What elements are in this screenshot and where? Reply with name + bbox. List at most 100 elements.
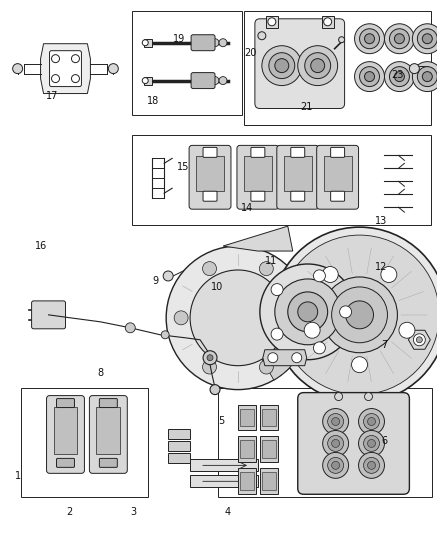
Circle shape bbox=[355, 24, 385, 54]
Circle shape bbox=[314, 342, 325, 354]
Bar bbox=[262, 409, 276, 426]
Bar bbox=[238, 469, 256, 494]
Circle shape bbox=[298, 46, 338, 86]
Circle shape bbox=[268, 353, 278, 362]
Circle shape bbox=[203, 351, 217, 365]
Circle shape bbox=[328, 457, 343, 473]
Circle shape bbox=[190, 270, 286, 366]
Bar bbox=[144, 77, 152, 85]
Circle shape bbox=[364, 435, 379, 451]
FancyBboxPatch shape bbox=[57, 458, 74, 467]
Text: 8: 8 bbox=[97, 368, 103, 378]
Text: 1: 1 bbox=[15, 471, 21, 481]
Circle shape bbox=[385, 24, 414, 54]
Circle shape bbox=[346, 301, 374, 329]
Bar bbox=[168, 454, 190, 463]
FancyBboxPatch shape bbox=[89, 395, 127, 473]
Circle shape bbox=[339, 306, 352, 318]
FancyBboxPatch shape bbox=[203, 148, 217, 157]
Circle shape bbox=[142, 40, 148, 46]
FancyBboxPatch shape bbox=[46, 395, 85, 473]
Circle shape bbox=[359, 409, 385, 434]
FancyBboxPatch shape bbox=[191, 72, 215, 88]
Circle shape bbox=[413, 24, 438, 54]
Circle shape bbox=[71, 55, 79, 63]
Circle shape bbox=[367, 462, 375, 470]
Circle shape bbox=[417, 337, 422, 343]
Circle shape bbox=[395, 71, 404, 82]
FancyBboxPatch shape bbox=[317, 146, 359, 209]
Circle shape bbox=[385, 62, 414, 92]
Bar bbox=[244, 156, 272, 191]
Bar bbox=[132, 135, 431, 225]
Text: 2: 2 bbox=[67, 507, 73, 517]
Circle shape bbox=[288, 292, 328, 332]
Circle shape bbox=[381, 266, 397, 282]
Text: 17: 17 bbox=[46, 92, 58, 101]
Circle shape bbox=[272, 227, 438, 402]
Circle shape bbox=[288, 311, 302, 325]
Circle shape bbox=[269, 53, 295, 78]
Text: 10: 10 bbox=[211, 281, 223, 292]
Wedge shape bbox=[262, 282, 310, 380]
Circle shape bbox=[395, 34, 404, 44]
Circle shape bbox=[219, 39, 227, 47]
Bar bbox=[321, 16, 334, 28]
Text: 15: 15 bbox=[177, 161, 189, 172]
Circle shape bbox=[166, 246, 310, 390]
Bar bbox=[260, 437, 278, 462]
Bar bbox=[324, 156, 352, 191]
Circle shape bbox=[364, 71, 374, 82]
Circle shape bbox=[13, 63, 23, 74]
FancyBboxPatch shape bbox=[99, 458, 117, 467]
Circle shape bbox=[359, 431, 385, 456]
FancyBboxPatch shape bbox=[251, 191, 265, 201]
Bar bbox=[238, 437, 256, 462]
FancyBboxPatch shape bbox=[99, 399, 117, 408]
Text: 19: 19 bbox=[173, 34, 185, 44]
Bar bbox=[238, 405, 256, 431]
Circle shape bbox=[195, 39, 203, 47]
FancyBboxPatch shape bbox=[203, 191, 217, 201]
Bar bbox=[262, 472, 276, 490]
Text: 11: 11 bbox=[265, 256, 278, 266]
Circle shape bbox=[339, 37, 345, 43]
Circle shape bbox=[364, 414, 379, 430]
Polygon shape bbox=[408, 330, 430, 349]
FancyBboxPatch shape bbox=[291, 191, 305, 201]
Circle shape bbox=[262, 46, 302, 86]
Circle shape bbox=[311, 59, 325, 72]
Circle shape bbox=[359, 453, 385, 478]
Circle shape bbox=[271, 328, 283, 340]
Circle shape bbox=[259, 262, 273, 276]
Text: 4: 4 bbox=[225, 507, 231, 517]
Circle shape bbox=[210, 385, 220, 394]
Circle shape bbox=[314, 270, 325, 282]
Polygon shape bbox=[41, 44, 90, 94]
Bar bbox=[168, 441, 190, 451]
Bar bbox=[196, 156, 224, 191]
FancyBboxPatch shape bbox=[237, 146, 279, 209]
Polygon shape bbox=[223, 226, 293, 251]
Circle shape bbox=[142, 78, 148, 84]
Circle shape bbox=[323, 453, 349, 478]
Text: 14: 14 bbox=[241, 203, 254, 213]
Circle shape bbox=[332, 417, 339, 425]
FancyBboxPatch shape bbox=[191, 35, 215, 51]
Circle shape bbox=[332, 287, 388, 343]
Circle shape bbox=[219, 77, 227, 85]
Text: 5: 5 bbox=[218, 416, 224, 425]
Circle shape bbox=[260, 264, 356, 360]
Polygon shape bbox=[263, 350, 307, 366]
Bar bbox=[53, 407, 78, 455]
Circle shape bbox=[364, 457, 379, 473]
Circle shape bbox=[258, 32, 266, 40]
Circle shape bbox=[355, 62, 385, 92]
Circle shape bbox=[195, 77, 203, 85]
Circle shape bbox=[417, 67, 437, 86]
Circle shape bbox=[203, 39, 211, 47]
Bar bbox=[244, 11, 431, 125]
Circle shape bbox=[399, 322, 415, 338]
Circle shape bbox=[202, 360, 216, 374]
Circle shape bbox=[259, 360, 273, 374]
